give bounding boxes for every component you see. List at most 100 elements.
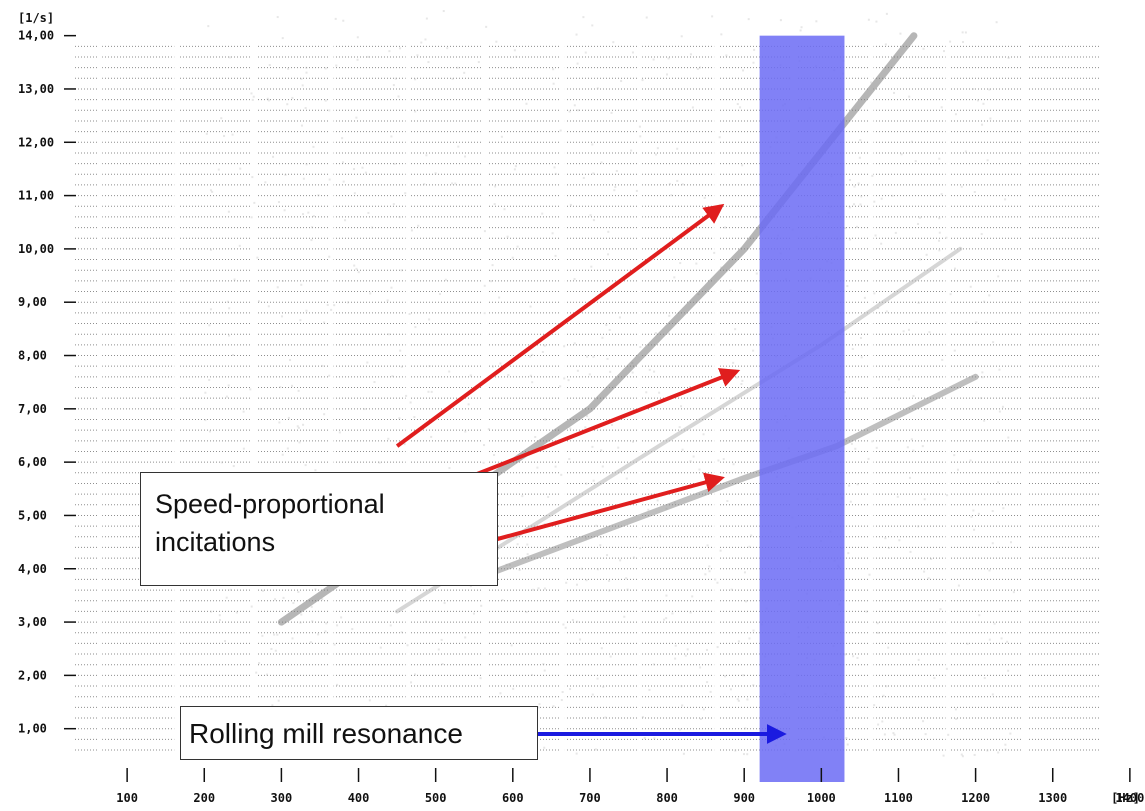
noise-speck <box>645 16 648 19</box>
noise-speck <box>927 577 930 580</box>
noise-speck <box>220 461 223 464</box>
noise-speck <box>326 303 329 306</box>
noise-speck <box>531 353 534 356</box>
noise-speck <box>231 354 234 357</box>
noise-speck <box>592 172 595 175</box>
y-tick-label: 3,00 <box>18 615 47 629</box>
noise-speck <box>742 753 745 756</box>
noise-speck <box>875 20 878 23</box>
noise-speck <box>344 219 347 222</box>
noise-speck <box>404 192 407 195</box>
resonance-note-text: Rolling mill resonance <box>189 718 463 749</box>
noise-speck <box>356 36 359 39</box>
noise-speck <box>261 634 264 637</box>
noise-speck <box>848 206 851 209</box>
noise-speck <box>747 18 750 21</box>
noise-speck <box>648 368 651 371</box>
noise-speck <box>1004 198 1007 201</box>
noise-speck <box>981 376 984 379</box>
noise-speck <box>641 716 644 719</box>
noise-speck <box>601 336 604 339</box>
noise-speck <box>590 265 593 268</box>
noise-speck <box>387 437 390 440</box>
x-tick-label: 400 <box>348 791 370 805</box>
noise-speck <box>297 389 300 392</box>
noise-speck <box>854 447 857 450</box>
noise-speck <box>754 216 757 219</box>
noise-speck <box>746 753 749 756</box>
noise-speck <box>589 214 592 217</box>
noise-speck <box>425 17 428 20</box>
noise-speck <box>588 418 591 421</box>
noise-speck <box>273 633 276 636</box>
noise-speck <box>472 612 475 615</box>
noise-speck <box>885 310 888 313</box>
noise-speck <box>618 316 621 319</box>
noise-speck <box>302 423 305 426</box>
noise-speck <box>207 25 210 28</box>
noise-speck <box>896 495 899 498</box>
noise-speck <box>689 611 692 614</box>
noise-speck <box>954 708 957 711</box>
noise-speck <box>917 301 920 304</box>
noise-speck <box>417 224 420 227</box>
x-tick-label: 300 <box>271 791 293 805</box>
noise-speck <box>668 182 671 185</box>
noise-speck <box>973 753 976 756</box>
noise-speck <box>253 201 256 204</box>
noise-speck <box>689 386 692 389</box>
noise-speck <box>485 25 488 28</box>
noise-speck <box>437 648 440 651</box>
noise-speck <box>582 16 585 19</box>
noise-speck <box>352 168 355 171</box>
noise-speck <box>691 106 694 109</box>
noise-speck <box>448 370 451 373</box>
noise-speck <box>588 373 591 376</box>
noise-speck <box>576 369 579 372</box>
resonance-band-rect <box>759 35 845 783</box>
noise-speck <box>980 397 983 400</box>
noise-speck <box>511 256 514 259</box>
noise-speck <box>513 168 516 171</box>
noise-speck <box>464 636 467 639</box>
noise-speck <box>626 588 629 591</box>
red-arrow-2 <box>465 368 741 480</box>
noise-speck <box>755 272 758 275</box>
noise-speck <box>743 571 746 574</box>
noise-speck <box>464 155 467 158</box>
noise-speck <box>271 704 274 707</box>
noise-speck <box>209 308 212 311</box>
grid-gap <box>1022 38 1028 778</box>
noise-speck <box>410 229 413 232</box>
noise-speck <box>487 98 490 101</box>
noise-speck <box>495 40 498 43</box>
noise-speck <box>938 231 941 234</box>
noise-speck <box>639 346 642 349</box>
noise-speck <box>645 391 648 394</box>
noise-speck <box>575 583 578 586</box>
noise-speck <box>584 51 587 54</box>
noise-speck <box>454 182 457 185</box>
noise-speck <box>333 643 336 646</box>
noise-speck <box>398 417 401 420</box>
noise-speck <box>681 448 684 451</box>
speed-note-line1: Speed-proportional <box>155 489 385 519</box>
noise-speck <box>286 447 289 450</box>
noise-speck <box>867 457 870 460</box>
noise-speck <box>526 553 529 556</box>
noise-speck <box>538 703 541 706</box>
noise-speck <box>750 534 753 537</box>
grid-gap <box>174 38 180 778</box>
noise-speck <box>364 171 367 174</box>
noise-speck <box>544 418 547 421</box>
noise-speck <box>341 137 344 140</box>
noise-speck <box>908 95 911 98</box>
noise-speck <box>291 637 294 640</box>
noise-speck <box>871 440 874 443</box>
noise-speck <box>410 681 413 684</box>
noise-speck <box>267 305 270 308</box>
noise-speck <box>737 699 740 702</box>
noise-speck <box>457 145 460 148</box>
noise-speck <box>631 51 634 54</box>
noise-speck <box>547 495 550 498</box>
